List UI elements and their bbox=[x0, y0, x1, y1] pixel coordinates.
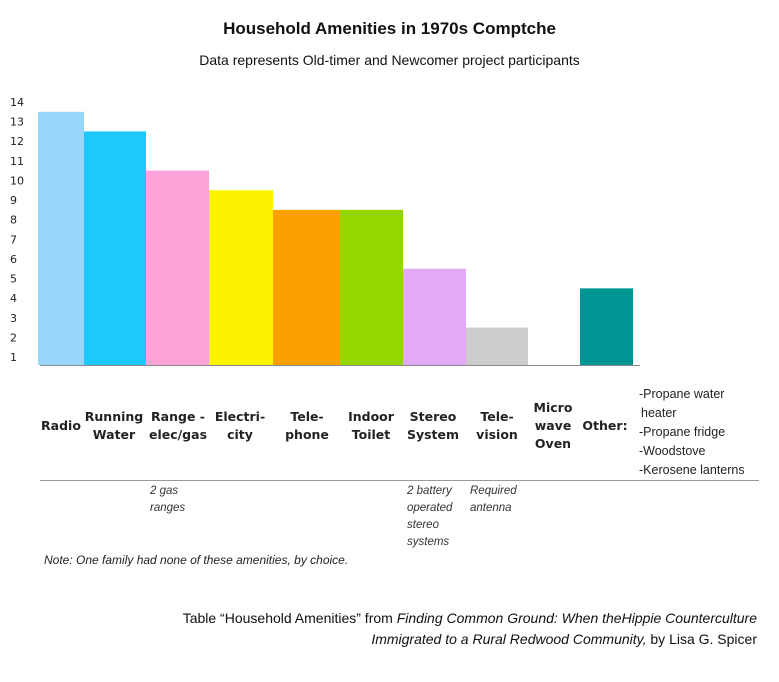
other-items-list: -Propane water heater -Propane fridge -W… bbox=[639, 385, 745, 480]
bar bbox=[273, 209, 340, 365]
tv-note-line: antenna bbox=[470, 502, 512, 514]
range-note-line: 2 gas bbox=[150, 485, 179, 497]
x-tick-label: Radio bbox=[41, 418, 81, 433]
x-tick-label: Micro wave Oven bbox=[534, 400, 573, 451]
stereo-note-line: operated bbox=[407, 502, 453, 514]
bar bbox=[38, 111, 84, 365]
x-tick-label: Electri-city bbox=[215, 409, 265, 442]
stereo-note-line: systems bbox=[407, 536, 450, 548]
y-tick-label: 5 bbox=[10, 273, 17, 286]
caption-book-title: Finding Common Ground: When theHippie Co… bbox=[396, 610, 757, 626]
x-tick-label: Indoor Toilet bbox=[348, 409, 395, 442]
y-tick-label: 3 bbox=[10, 312, 17, 325]
chart-subtitle: Data represents Old-timer and Newcomer p… bbox=[199, 52, 580, 68]
y-tick-label: 10 bbox=[10, 174, 24, 187]
y-tick-label: 9 bbox=[10, 194, 17, 207]
x-tick-label: Tele-vision bbox=[476, 409, 518, 442]
x-tick-label: Stereo System bbox=[407, 409, 459, 442]
caption-author: by Lisa G. Spicer bbox=[646, 631, 757, 647]
y-tick-label: 12 bbox=[10, 135, 24, 148]
y-tick-label: 7 bbox=[10, 233, 17, 246]
y-tick-label: 14 bbox=[10, 96, 24, 109]
y-tick-label: 6 bbox=[10, 253, 17, 266]
tv-note: Required antenna bbox=[470, 483, 517, 517]
caption-line-2: Immigrated to a Rural Redwood Community,… bbox=[17, 629, 757, 650]
bar bbox=[84, 131, 146, 365]
caption-line-1: Table “Household Amenities” from Finding… bbox=[17, 608, 757, 629]
caption-book-title-cont: Immigrated to a Rural Redwood Community, bbox=[371, 631, 647, 647]
caption-text: Table “Household Amenities” from bbox=[182, 610, 397, 626]
other-item: -Kerosene lanterns bbox=[639, 463, 745, 477]
stereo-note: 2 battery operated stereo systems bbox=[407, 483, 452, 551]
y-tick-label: 11 bbox=[10, 155, 24, 168]
other-item: heater bbox=[641, 406, 677, 420]
y-tick-label: 1 bbox=[10, 351, 17, 364]
y-tick-label: 4 bbox=[10, 292, 17, 305]
other-item: -Propane water bbox=[639, 387, 725, 401]
bar bbox=[340, 209, 403, 365]
x-tick-label: Running Water bbox=[85, 409, 143, 442]
bar bbox=[580, 288, 633, 365]
range-note-line: ranges bbox=[150, 502, 186, 514]
y-tick-label: 8 bbox=[10, 214, 17, 227]
x-tick-label: Tele-phone bbox=[285, 409, 329, 442]
bar bbox=[403, 268, 466, 365]
x-tick-label: Range -elec/gas bbox=[149, 409, 207, 442]
figure-caption: Table “Household Amenities” from Finding… bbox=[17, 608, 757, 650]
bar bbox=[146, 170, 209, 365]
range-note: 2 gas ranges bbox=[150, 483, 185, 517]
bar bbox=[466, 327, 528, 365]
bar bbox=[209, 190, 273, 365]
chart-title: Household Amenities in 1970s Comptche bbox=[223, 19, 556, 38]
other-item: -Woodstove bbox=[639, 444, 706, 458]
stereo-note-line: stereo bbox=[407, 519, 439, 531]
tv-note-line: Required bbox=[470, 485, 517, 497]
footnote: Note: One family had none of these ameni… bbox=[44, 553, 349, 567]
y-tick-label: 13 bbox=[10, 116, 24, 129]
x-tick-label: Other: bbox=[582, 418, 627, 433]
y-tick-label: 2 bbox=[10, 331, 17, 344]
stereo-note-line: 2 battery bbox=[407, 485, 452, 497]
other-item: -Propane fridge bbox=[639, 425, 726, 439]
